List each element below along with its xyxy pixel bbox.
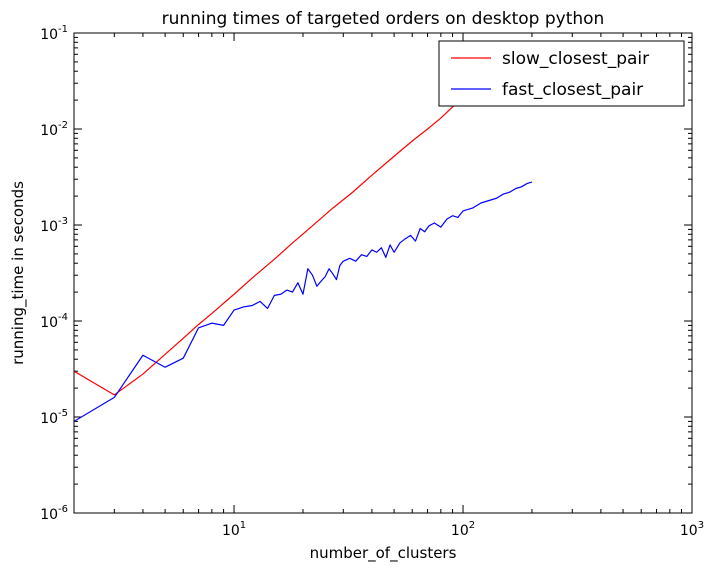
series-line-fast-closest-pair xyxy=(74,181,533,422)
chart-title: running times of targeted orders on desk… xyxy=(162,9,605,29)
y-tick-label: 10-5 xyxy=(40,408,68,427)
y-axis-label: running_time in seconds xyxy=(9,181,28,365)
legend-box xyxy=(438,40,685,107)
series-line-slow-closest-pair xyxy=(74,97,464,396)
y-tick-label: 10-4 xyxy=(40,312,68,331)
legend-label-slow-closest-pair: slow_closest_pair xyxy=(502,49,649,69)
x-tick-label: 102 xyxy=(451,520,475,539)
y-tick-label: 10-2 xyxy=(40,120,68,139)
x-axis-label: number_of_clusters xyxy=(310,544,457,563)
y-tick-label: 10-6 xyxy=(40,504,68,523)
x-tick-label: 101 xyxy=(222,520,246,539)
y-tick-label: 10-1 xyxy=(40,24,68,43)
tick-labels: 101 102 103 10-6 10-5 10-4 10-3 10-2 10-1 xyxy=(40,24,704,539)
plot-frame xyxy=(73,32,693,514)
legend-label-fast-closest-pair: fast_closest_pair xyxy=(502,80,643,100)
series-lines xyxy=(74,97,533,422)
minor-ticks xyxy=(73,33,692,513)
x-tick-label: 103 xyxy=(680,520,704,539)
legend: slow_closest_pair fast_closest_pair xyxy=(438,40,685,107)
y-tick-label: 10-3 xyxy=(40,216,68,235)
